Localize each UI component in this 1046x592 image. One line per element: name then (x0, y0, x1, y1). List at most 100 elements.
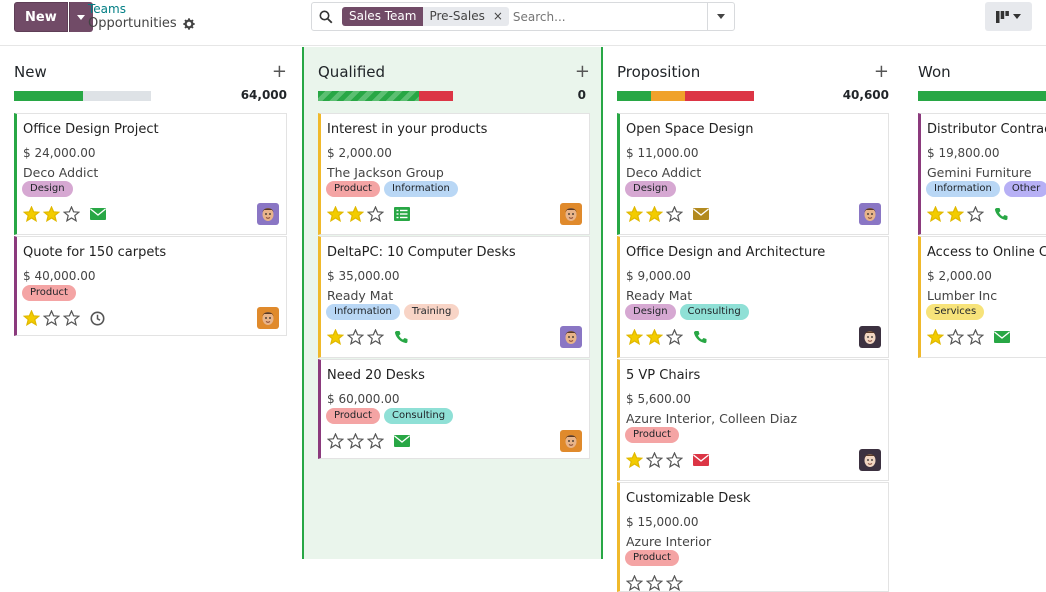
priority-stars[interactable] (23, 310, 80, 326)
priority-star-icon[interactable] (367, 206, 384, 222)
priority-star-icon[interactable] (666, 575, 683, 591)
kanban-column-qualified[interactable]: Qualified +0 Interest in your products $ 2… (302, 47, 603, 559)
priority-star-icon[interactable] (367, 329, 384, 345)
priority-stars[interactable] (626, 452, 683, 468)
column-progress-bar[interactable] (318, 91, 453, 101)
opportunity-card[interactable]: Office Design Project $ 24,000.00 Deco Ad… (14, 113, 287, 235)
priority-star-icon[interactable] (626, 575, 643, 591)
column-title[interactable]: Proposition (617, 63, 701, 81)
priority-star-icon[interactable] (327, 433, 344, 449)
new-button[interactable]: New (14, 2, 68, 32)
priority-star-icon[interactable] (967, 206, 984, 222)
priority-star-icon[interactable] (63, 206, 80, 222)
priority-star-icon[interactable] (367, 433, 384, 449)
priority-star-icon[interactable] (43, 206, 60, 222)
priority-star-icon[interactable] (927, 329, 944, 345)
gear-icon[interactable] (183, 18, 195, 30)
opportunity-card[interactable]: Customizable Desk $ 15,000.00 Azure Inter… (617, 482, 889, 592)
priority-star-icon[interactable] (347, 206, 364, 222)
priority-star-icon[interactable] (666, 206, 683, 222)
kanban-column-won[interactable]: Won Distributor Contract $ 19,800.00 Gemin… (918, 47, 1046, 559)
priority-star-icon[interactable] (43, 310, 60, 326)
priority-stars[interactable] (626, 329, 683, 345)
email-icon[interactable] (693, 208, 709, 220)
progress-segment[interactable] (918, 91, 1046, 101)
priority-star-icon[interactable] (947, 206, 964, 222)
column-title[interactable]: Qualified (318, 63, 386, 81)
phone-icon[interactable] (693, 330, 707, 344)
avatar-orange[interactable] (257, 307, 279, 329)
priority-stars[interactable] (327, 206, 384, 222)
priority-star-icon[interactable] (63, 310, 80, 326)
opportunity-card[interactable]: DeltaPC: 10 Computer Desks $ 35,000.00 Re… (318, 236, 590, 358)
column-progress-bar[interactable] (617, 91, 754, 101)
progress-segment[interactable] (83, 91, 151, 101)
progress-segment[interactable] (419, 91, 453, 101)
priority-star-icon[interactable] (626, 329, 643, 345)
opportunity-card[interactable]: Access to Online Catalog $ 2,000.00 Lumbe… (918, 236, 1046, 358)
priority-star-icon[interactable] (347, 329, 364, 345)
quick-create-plus-icon[interactable]: + (873, 61, 889, 82)
progress-segment[interactable] (617, 91, 651, 101)
priority-stars[interactable] (626, 575, 683, 591)
opportunity-card[interactable]: Interest in your products $ 2,000.00 The … (318, 113, 590, 235)
avatar-purple[interactable] (859, 203, 881, 225)
column-progress-bar[interactable] (918, 91, 1046, 101)
email-icon[interactable] (394, 435, 410, 447)
priority-stars[interactable] (327, 329, 384, 345)
new-dropdown-toggle[interactable] (68, 2, 93, 32)
email-icon[interactable] (693, 454, 709, 466)
priority-stars[interactable] (327, 433, 384, 449)
search-input[interactable] (512, 9, 707, 24)
avatar-dark[interactable] (859, 326, 881, 348)
column-title[interactable]: New (14, 63, 47, 81)
email-icon[interactable] (90, 208, 106, 220)
avatar-orange[interactable] (560, 203, 582, 225)
priority-star-icon[interactable] (327, 206, 344, 222)
priority-star-icon[interactable] (646, 575, 663, 591)
phone-icon[interactable] (994, 207, 1008, 221)
priority-star-icon[interactable] (626, 206, 643, 222)
view-switcher-button[interactable] (985, 2, 1032, 31)
opportunity-card[interactable]: Quote for 150 carpets $ 40,000.00 Product (14, 236, 287, 336)
priority-star-icon[interactable] (626, 452, 643, 468)
clock-icon[interactable] (90, 311, 105, 326)
progress-segment[interactable] (318, 91, 419, 101)
list-icon[interactable] (394, 207, 410, 221)
progress-segment[interactable] (651, 91, 685, 101)
priority-star-icon[interactable] (666, 452, 683, 468)
avatar-dark[interactable] (859, 449, 881, 471)
priority-star-icon[interactable] (23, 206, 40, 222)
priority-star-icon[interactable] (947, 329, 964, 345)
priority-star-icon[interactable] (327, 329, 344, 345)
phone-icon[interactable] (394, 330, 408, 344)
email-icon[interactable] (994, 331, 1010, 343)
breadcrumb-teams-link[interactable]: Teams (88, 2, 126, 16)
quick-create-plus-icon[interactable]: + (574, 61, 590, 82)
priority-star-icon[interactable] (967, 329, 984, 345)
priority-star-icon[interactable] (646, 206, 663, 222)
avatar-orange[interactable] (560, 430, 582, 452)
priority-star-icon[interactable] (646, 329, 663, 345)
avatar-purple[interactable] (560, 326, 582, 348)
column-title[interactable]: Won (918, 63, 951, 81)
priority-stars[interactable] (927, 329, 984, 345)
priority-stars[interactable] (23, 206, 80, 222)
opportunity-card[interactable]: 5 VP Chairs $ 5,600.00 Azure Interior, Co… (617, 359, 889, 481)
progress-segment[interactable] (14, 91, 83, 101)
kanban-column-proposition[interactable]: Proposition +40,600 Open Space Design $ 11… (617, 47, 890, 592)
priority-star-icon[interactable] (347, 433, 364, 449)
priority-star-icon[interactable] (23, 310, 40, 326)
facet-remove-icon[interactable]: × (492, 9, 503, 23)
priority-star-icon[interactable] (927, 206, 944, 222)
opportunity-card[interactable]: Office Design and Architecture $ 9,000.0… (617, 236, 889, 358)
avatar-purple[interactable] (257, 203, 279, 225)
priority-stars[interactable] (927, 206, 984, 222)
kanban-column-new[interactable]: New +64,000 Office Design Project $ 24,000… (14, 47, 287, 559)
priority-stars[interactable] (626, 206, 683, 222)
opportunity-card[interactable]: Distributor Contract $ 19,800.00 Gemini F… (918, 113, 1046, 235)
column-progress-bar[interactable] (14, 91, 151, 101)
priority-star-icon[interactable] (666, 329, 683, 345)
search-options-toggle[interactable] (707, 3, 734, 30)
opportunity-card[interactable]: Open Space Design $ 11,000.00 Deco Addict… (617, 113, 889, 235)
